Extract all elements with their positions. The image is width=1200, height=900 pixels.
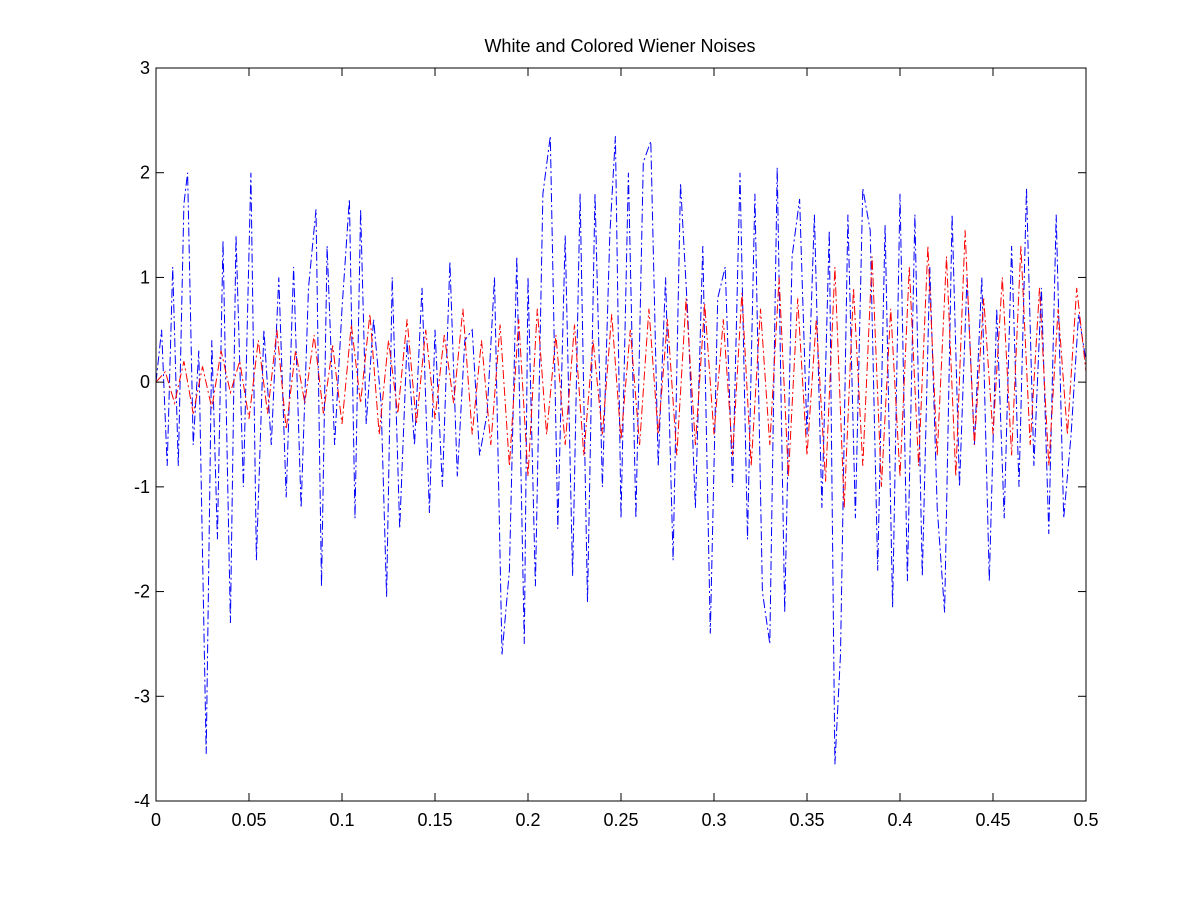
x-tick-label: 0.35	[789, 810, 824, 830]
x-tick-label: 0.1	[329, 810, 354, 830]
y-tick-label: 1	[140, 267, 150, 287]
x-axis: 0 0.05 0.1 0.15 0.2 0.25 0.3 0.35 0.4 0.45 0.5	[151, 68, 1099, 830]
series-line-1	[155, 230, 1087, 508]
x-tick-label: 0.05	[231, 810, 266, 830]
x-tick-label: 0.25	[603, 810, 638, 830]
x-tick-label: 0	[151, 810, 161, 830]
x-tick-label: 0.45	[975, 810, 1010, 830]
y-tick-label: -3	[134, 686, 150, 706]
x-tick-label: 0.15	[417, 810, 452, 830]
x-tick-label: 0.5	[1073, 810, 1098, 830]
y-axis: -4 -3 -2 -1 0 1 2 3	[134, 58, 1086, 811]
y-tick-label: -1	[134, 477, 150, 497]
series-layer	[155, 136, 1087, 765]
x-tick-label: 0.4	[887, 810, 912, 830]
y-tick-label: 2	[140, 163, 150, 183]
x-tick-label: 0.3	[701, 810, 726, 830]
y-tick-label: -4	[134, 791, 150, 811]
y-tick-label: 0	[140, 372, 150, 392]
y-tick-label: 3	[140, 58, 150, 78]
chart-title: White and Colored Wiener Noises	[484, 36, 755, 56]
x-tick-label: 0.2	[515, 810, 540, 830]
series-line-0	[155, 136, 1087, 765]
y-tick-label: -2	[134, 582, 150, 602]
